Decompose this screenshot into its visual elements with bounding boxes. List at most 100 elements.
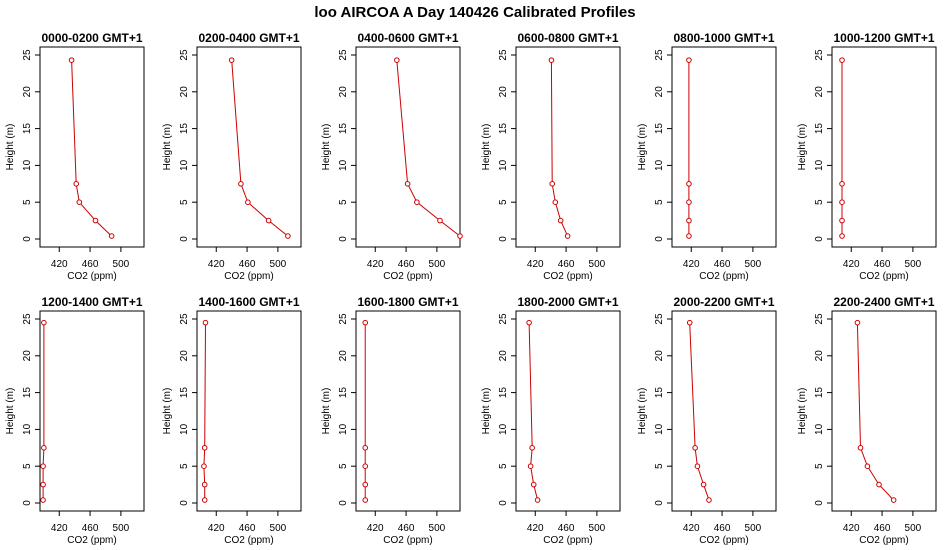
data-point [552, 199, 559, 205]
data-point [686, 181, 692, 187]
data-point [201, 445, 208, 451]
panel-title: 0000-0200 GMT+1 [41, 31, 142, 45]
page-title: loo AIRCOA A Day 140426 Calibrated Profi… [314, 4, 635, 21]
data-point [692, 445, 698, 451]
panel-title: 1800-2000 GMT+1 [517, 295, 618, 309]
y-tick-label: 25 [498, 313, 509, 325]
x-axis-label: CO2 (ppm) [859, 535, 908, 546]
y-tick-label: 25 [179, 49, 190, 61]
data-point [362, 481, 369, 488]
y-tick-label: 20 [179, 350, 190, 362]
data-point [201, 463, 207, 470]
y-tick-label: 15 [22, 123, 33, 135]
data-point [201, 497, 208, 503]
x-tick-label: 420 [367, 259, 384, 270]
y-tick-label: 25 [338, 49, 349, 61]
y-tick-label: 15 [179, 387, 190, 399]
y-tick-label: 0 [179, 500, 190, 506]
y-axis-label: Height (m) [321, 124, 332, 171]
y-tick-label: 10 [498, 159, 509, 171]
y-tick-label: 10 [654, 423, 665, 435]
data-point [41, 445, 47, 451]
y-axis-label: Height (m) [481, 124, 492, 171]
data-point [686, 233, 692, 239]
data-point [457, 233, 463, 239]
x-tick-label: 500 [429, 259, 446, 270]
x-tick-label: 420 [527, 523, 544, 534]
y-tick-label: 15 [179, 123, 190, 135]
data-point [40, 463, 46, 470]
x-tick-label: 460 [874, 523, 891, 534]
y-tick-label: 10 [498, 423, 509, 435]
y-tick-label: 0 [654, 500, 665, 506]
data-point [700, 481, 707, 488]
x-axis-label: CO2 (ppm) [699, 535, 748, 546]
data-point [108, 233, 115, 239]
y-tick-label: 10 [814, 423, 825, 435]
y-tick-label: 20 [338, 350, 349, 362]
x-tick-label: 460 [398, 259, 415, 270]
x-tick-label: 460 [558, 523, 575, 534]
data-point [564, 233, 571, 239]
x-tick-label: 460 [239, 259, 256, 270]
x-tick-label: 420 [208, 259, 225, 270]
y-tick-label: 0 [22, 500, 33, 506]
series-line [856, 322, 894, 501]
y-tick-label: 25 [338, 313, 349, 325]
y-tick-label: 15 [814, 387, 825, 399]
y-tick-label: 5 [22, 199, 33, 205]
data-point [265, 217, 272, 224]
y-tick-label: 10 [22, 159, 33, 171]
data-point [839, 233, 845, 239]
y-axis-label: Height (m) [162, 124, 173, 171]
series-line [71, 60, 112, 237]
data-point [686, 199, 692, 205]
series-line [231, 60, 289, 237]
data-point [527, 463, 534, 470]
y-tick-label: 15 [498, 123, 509, 135]
x-tick-label: 460 [82, 523, 99, 534]
y-axis-label: Height (m) [481, 388, 492, 435]
y-tick-label: 20 [498, 86, 509, 98]
series-line [396, 60, 461, 237]
x-tick-label: 500 [429, 523, 446, 534]
x-tick-label: 420 [367, 523, 384, 534]
series-line [550, 60, 569, 237]
plot-frame [831, 310, 937, 512]
y-axis-label: Height (m) [797, 388, 808, 435]
y-tick-label: 10 [179, 423, 190, 435]
y-tick-label: 25 [654, 49, 665, 61]
y-axis-label: Height (m) [5, 124, 16, 171]
panel-title: 1400-1600 GMT+1 [198, 295, 299, 309]
data-point [285, 233, 291, 239]
data-point [534, 497, 541, 503]
y-tick-label: 20 [654, 86, 665, 98]
data-point [245, 199, 251, 205]
y-axis-label: Height (m) [797, 124, 808, 171]
data-point [41, 319, 47, 326]
data-point [404, 181, 411, 187]
x-tick-label: 500 [589, 259, 606, 270]
data-point [839, 199, 845, 205]
x-tick-label: 420 [843, 523, 860, 534]
data-point [876, 481, 882, 488]
data-point [414, 199, 420, 205]
y-tick-label: 5 [654, 463, 665, 469]
x-axis-label: CO2 (ppm) [543, 271, 592, 282]
y-tick-label: 0 [22, 236, 33, 242]
y-tick-label: 15 [338, 123, 349, 135]
y-tick-label: 10 [338, 159, 349, 171]
y-tick-label: 20 [814, 350, 825, 362]
data-point [394, 57, 400, 63]
plot-frame [39, 46, 145, 248]
